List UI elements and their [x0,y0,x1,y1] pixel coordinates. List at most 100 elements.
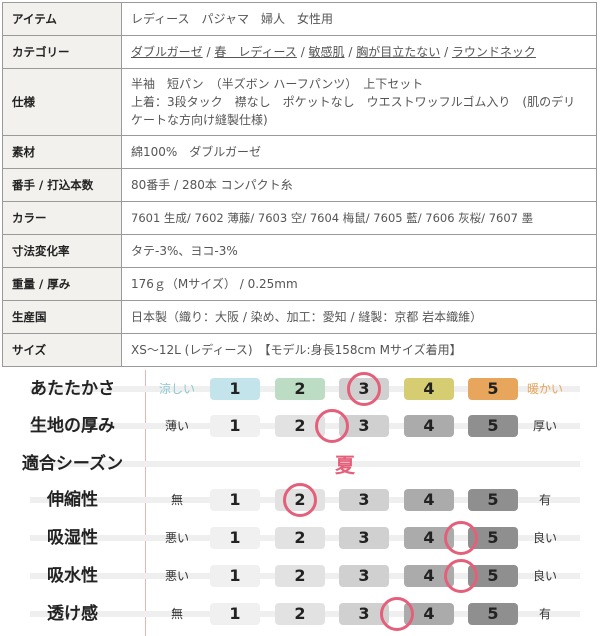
label-material: 素材 [2,135,122,169]
rating-high-label: 良い [532,569,557,583]
rating-box-2: 2 [275,415,325,437]
rating-box-4: 4 [404,565,454,587]
rating-label: あたたかさ [30,379,115,399]
row-size: サイズ XS～12L (レディース) 【モデル:身長158cm Mサイズ着用】 [2,333,597,367]
rating-high-label: 良い [532,531,557,545]
row-yarn: 番手 / 打込本数 80番手 / 280本 コンパクト糸 [2,168,597,202]
rating-box-5: 5 [468,603,518,625]
row-origin: 生産国 日本製（織り：大阪 / 染め、加工：愛知 / 縫製：京都 岩本織維） [2,300,597,334]
selected-level-circle [444,559,478,593]
rating-box-5: 5 [468,489,518,511]
selected-level-circle [315,409,349,443]
rating-low-label: 無 [170,493,183,507]
rating-box-2: 2 [275,527,325,549]
selected-level-circle [283,483,317,517]
separator: / [440,45,452,59]
selected-level-circle [444,521,478,555]
rating-box-1: 1 [210,603,260,625]
rating-box-2: 2 [275,378,325,400]
rating-box-5: 5 [468,415,518,437]
label-spec: 仕様 [2,68,122,136]
rating-box-4: 4 [404,527,454,549]
row-category: カテゴリー ダブルガーゼ / 春 レディース / 敏感肌 / 胸が目立たない /… [2,35,597,69]
rating-box-1: 1 [210,527,260,549]
value-item: レディース パジャマ 婦人 女性用 [121,2,597,36]
separator: / [296,45,309,59]
label-origin: 生産国 [2,300,122,334]
category-link[interactable]: 敏感肌 [308,45,345,59]
rating-box-4: 4 [404,378,454,400]
rating-high-label: 暖かい [526,382,563,396]
label-item: アイテム [2,2,122,36]
rating-label: 透け感 [47,604,98,624]
track [30,461,580,467]
rating-label: 伸縮性 [47,490,98,510]
rating-low-label: 薄い [164,419,189,433]
rating-box-5: 5 [468,378,518,400]
rating-low-label: 無 [170,607,183,621]
row-spec: 仕様 半袖 短パン （半ズボン ハーフパンツ） 上下セット上着：3段タック 襟なし… [2,68,597,136]
row-shrink: 寸法変化率 タテ-3%、ヨコ-3% [2,234,597,268]
rating-box-2: 2 [275,565,325,587]
rating-row: 吸水性 悪い 良い 1 2 3 4 5 [0,557,600,595]
value-spec: 半袖 短パン （半ズボン ハーフパンツ） 上下セット上着：3段タック 襟なし ポ… [121,68,597,136]
label-category: カテゴリー [2,35,122,69]
rating-box-1: 1 [210,489,260,511]
rating-box-3: 3 [339,415,389,437]
value-weight: 176ｇ（Mサイズ） / 0.25mm [121,267,597,301]
label-size: サイズ [2,333,122,367]
spec-line: 半袖 短パン （半ズボン ハーフパンツ） 上下セット [131,77,424,91]
value-color: 7601 生成/ 7602 薄藤/ 7603 空/ 7604 梅鼠/ 7605 … [121,201,597,235]
value-shrink: タテ-3%、ヨコ-3% [121,234,597,268]
rating-low-label: 涼しい [158,382,195,396]
category-link[interactable]: ダブルガーゼ [131,45,203,59]
value-material: 綿100% ダブルガーゼ [121,135,597,169]
rating-box-3: 3 [339,527,389,549]
rating-chart: あたたかさ 涼しい 暖かい 1 2 3 4 5 生地の厚み 薄い 厚い 1 2 3 4 5 適合シーズン夏伸縮性… [0,370,600,636]
rating-high-label: 有 [538,607,551,621]
rating-row: 吸湿性 悪い 良い 1 2 3 4 5 [0,519,600,557]
selected-level-circle [379,597,414,631]
rating-box-1: 1 [210,415,260,437]
row-item: アイテム レディース パジャマ 婦人 女性用 [2,2,597,36]
value-size: XS～12L (レディース) 【モデル:身長158cm Mサイズ着用】 [121,333,597,367]
row-color: カラー 7601 生成/ 7602 薄藤/ 7603 空/ 7604 梅鼠/ 76… [2,201,597,235]
rating-box-1: 1 [210,378,260,400]
row-material: 素材 綿100% ダブルガーゼ [2,135,597,169]
rating-low-label: 悪い [164,531,189,545]
value-origin: 日本製（織り：大阪 / 染め、加工：愛知 / 縫製：京都 岩本織維） [121,300,597,334]
label-yarn: 番手 / 打込本数 [2,168,122,202]
rating-label: 吸水性 [47,566,98,586]
category-link[interactable]: 胸が目立たない [356,45,441,59]
rating-row: 透け感 無 有 1 2 3 4 5 [0,595,600,633]
rating-label: 適合シーズン [21,454,124,474]
category-link[interactable]: 春 レディース [214,45,297,59]
rating-row: 生地の厚み 薄い 厚い 1 2 3 4 5 [0,407,600,445]
rating-box-1: 1 [210,565,260,587]
rating-row: 伸縮性無有 1 2 3 4 5 [0,481,600,519]
rating-high-label: 有 [538,493,551,507]
separator: / [202,45,215,59]
spec-line: 上着：3段タック 襟なし ポケットなし ウエストワッフルゴム入り (肌のデリケー… [131,95,576,127]
divider [145,370,146,636]
rating-box-3: 3 [339,603,389,625]
selected-level-circle [347,372,381,406]
value-yarn: 80番手 / 280本 コンパクト糸 [121,168,597,202]
label-color: カラー [2,201,122,235]
rating-row: あたたかさ 涼しい 暖かい 1 2 3 4 5 [0,370,600,408]
value-category: ダブルガーゼ / 春 レディース / 敏感肌 / 胸が目立たない / ラウンドネ… [121,35,597,69]
rating-box-3: 3 [339,565,389,587]
rating-box-4: 4 [404,415,454,437]
rating-box-4: 4 [404,603,454,625]
row-weight: 重量 / 厚み 176ｇ（Mサイズ） / 0.25mm [2,267,597,301]
rating-label: 生地の厚み [30,416,115,436]
rating-box-2: 2 [275,603,325,625]
rating-box-5: 5 [468,565,518,587]
label-weight: 重量 / 厚み [2,267,122,301]
rating-box-3: 3 [339,489,389,511]
rating-box-5: 5 [468,527,518,549]
separator: / [344,45,357,59]
spec-table: アイテム レディース パジャマ 婦人 女性用 カテゴリー ダブルガーゼ / 春 レ… [2,2,597,367]
category-link[interactable]: ラウンドネック [451,45,536,59]
rating-label: 吸湿性 [47,528,98,548]
